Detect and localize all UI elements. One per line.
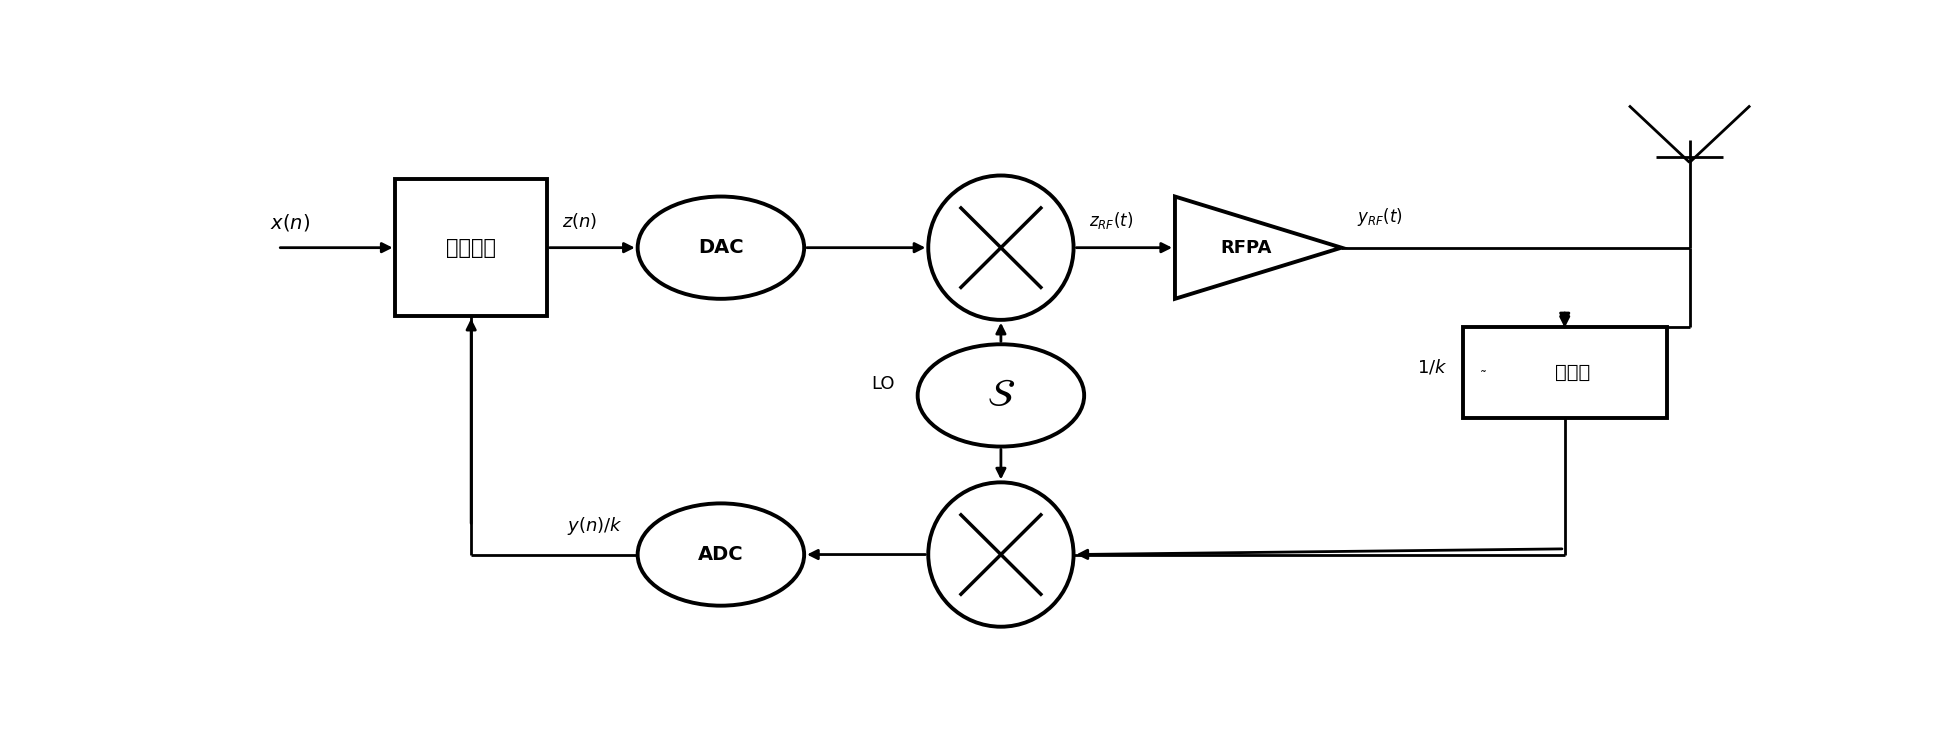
Ellipse shape xyxy=(639,196,805,299)
Text: $\~{}$: $\~{}$ xyxy=(1480,363,1486,377)
Ellipse shape xyxy=(928,176,1074,320)
Text: $y(n)/k$: $y(n)/k$ xyxy=(566,515,623,537)
Text: ADC: ADC xyxy=(697,545,744,564)
Ellipse shape xyxy=(928,483,1074,627)
Text: $z(n)$: $z(n)$ xyxy=(562,210,598,230)
Text: $\mathcal{S}$: $\mathcal{S}$ xyxy=(986,376,1016,415)
Ellipse shape xyxy=(639,503,805,606)
Bar xyxy=(395,179,547,316)
Text: 衰减器: 衰减器 xyxy=(1555,363,1590,382)
Text: $y_{RF}(t)$: $y_{RF}(t)$ xyxy=(1357,206,1402,228)
Text: 预失真器: 预失真器 xyxy=(445,238,496,258)
Text: DAC: DAC xyxy=(697,238,744,257)
Text: $z_{RF}(t)$: $z_{RF}(t)$ xyxy=(1088,210,1133,230)
Text: $1/k$: $1/k$ xyxy=(1416,357,1447,376)
Text: $x(n)$: $x(n)$ xyxy=(270,212,311,232)
Bar xyxy=(1463,327,1668,418)
Text: RFPA: RFPA xyxy=(1221,238,1271,257)
Text: LO: LO xyxy=(871,375,894,393)
Ellipse shape xyxy=(918,344,1084,446)
Polygon shape xyxy=(1176,196,1342,299)
